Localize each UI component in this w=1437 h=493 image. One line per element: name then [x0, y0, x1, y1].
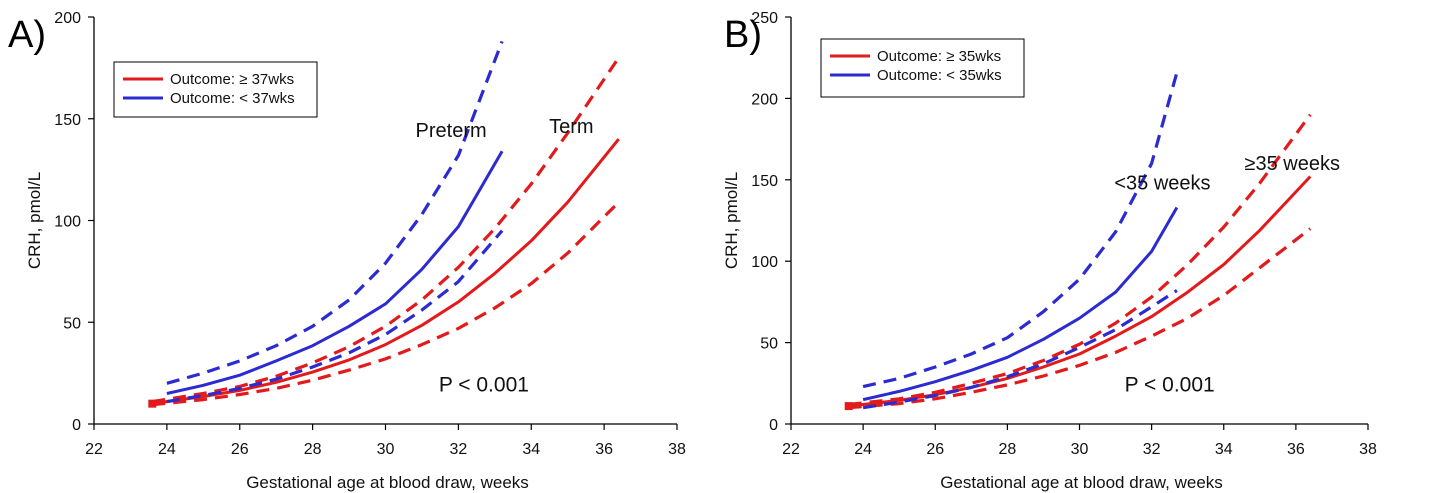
x-tick-label: 24	[158, 441, 176, 458]
legend-box	[820, 38, 1025, 98]
y-tick-label: 200	[751, 91, 778, 108]
y-axis-title: CRH, pmol/L	[25, 172, 44, 269]
y-axis-title: CRH, pmol/L	[722, 172, 741, 269]
curve-annotation: Preterm	[416, 120, 487, 142]
y-tick-label: 100	[751, 254, 778, 271]
preterm-bound-line	[862, 289, 1178, 410]
preterm-bound-line	[862, 71, 1179, 389]
legend-label: Outcome: < 35wks	[877, 67, 1002, 84]
start-marker	[844, 402, 853, 411]
x-tick-label: 38	[668, 441, 686, 458]
x-tick-label: 24	[854, 441, 872, 458]
preterm-bound-line	[166, 40, 504, 385]
panel-label: B)	[724, 14, 762, 56]
chart-a-svg: 22 24 26 28 30 32 34 36 38 0 50 100 150 200 Gestationa…	[25, 10, 686, 492]
x-tick-label: 34	[1215, 441, 1233, 458]
x-tick-label: 36	[1287, 441, 1305, 458]
x-tick-label: 22	[782, 441, 800, 458]
y-tick-label: 200	[54, 10, 81, 27]
y-tick-label: 100	[54, 214, 81, 231]
x-tick-label: 28	[998, 441, 1016, 458]
x-tick-label: 30	[377, 441, 395, 458]
term-bound-line	[848, 227, 1312, 410]
legend-label: Outcome: < 37wks	[170, 90, 295, 107]
panel-label: A)	[8, 14, 46, 56]
legend: Outcome: ≥ 35wks Outcome: < 35wks	[820, 38, 1025, 98]
term-median-line	[152, 138, 620, 406]
axes: 22 24 26 28 30 32 34 36 38 0 50 100 150 200 250	[751, 10, 1377, 458]
y-tick-label: 150	[54, 112, 81, 129]
y-tick-label: 150	[751, 173, 778, 190]
x-tick-label: 34	[522, 441, 540, 458]
start-marker	[148, 399, 157, 408]
axes: 22 24 26 28 30 32 34 36 38 0 50 100 150 200	[54, 10, 686, 458]
curve-annotation: Term	[549, 116, 593, 138]
preterm-median-line	[166, 150, 504, 395]
chart-panel-b: B) 22 24 26 28 30 32 34 36 38 0 50 100 150 200 250 Gest…	[718, 0, 1436, 493]
x-tick-label: 26	[231, 441, 249, 458]
x-tick-label: 32	[1143, 441, 1161, 458]
legend: Outcome: ≥ 37wks Outcome: < 37wks	[113, 61, 318, 118]
preterm-median-line	[862, 206, 1179, 402]
term-median-line	[848, 175, 1312, 408]
x-tick-label: 38	[1359, 441, 1377, 458]
x-axis-title: Gestational age at blood draw, weeks	[246, 473, 529, 492]
legend-label: Outcome: ≥ 35wks	[877, 48, 1001, 65]
y-tick-label: 0	[769, 417, 778, 434]
curve-annotation: ≥35 weeks	[1245, 153, 1340, 175]
x-tick-label: 26	[926, 441, 944, 458]
x-tick-label: 22	[85, 441, 103, 458]
chart-panel-a: A) 22 24 26 28 30 32 34 36 38 0 50 100 150 200 Gestati…	[0, 0, 718, 493]
curve-annotation: <35 weeks	[1114, 173, 1210, 195]
y-tick-label: 0	[72, 417, 81, 434]
x-tick-label: 36	[595, 441, 613, 458]
legend-label: Outcome: ≥ 37wks	[170, 71, 294, 88]
y-tick-label: 50	[63, 315, 81, 332]
x-tick-label: 28	[304, 441, 322, 458]
term-bound-line	[152, 201, 620, 407]
preterm-bound-line	[166, 229, 504, 404]
x-tick-label: 32	[449, 441, 467, 458]
legend-box	[113, 61, 318, 118]
y-tick-label: 50	[760, 336, 778, 353]
term-bound-line	[848, 113, 1312, 407]
chart-b-svg: 22 24 26 28 30 32 34 36 38 0 50 100 150 200 250 Gestati…	[722, 10, 1377, 492]
x-axis-title: Gestational age at blood draw, weeks	[940, 473, 1223, 492]
p-value-label: P < 0.001	[439, 373, 529, 396]
term-bound-line	[152, 56, 621, 404]
p-value-label: P < 0.001	[1125, 373, 1215, 396]
x-tick-label: 30	[1071, 441, 1089, 458]
y-tick-label: 250	[751, 10, 778, 27]
